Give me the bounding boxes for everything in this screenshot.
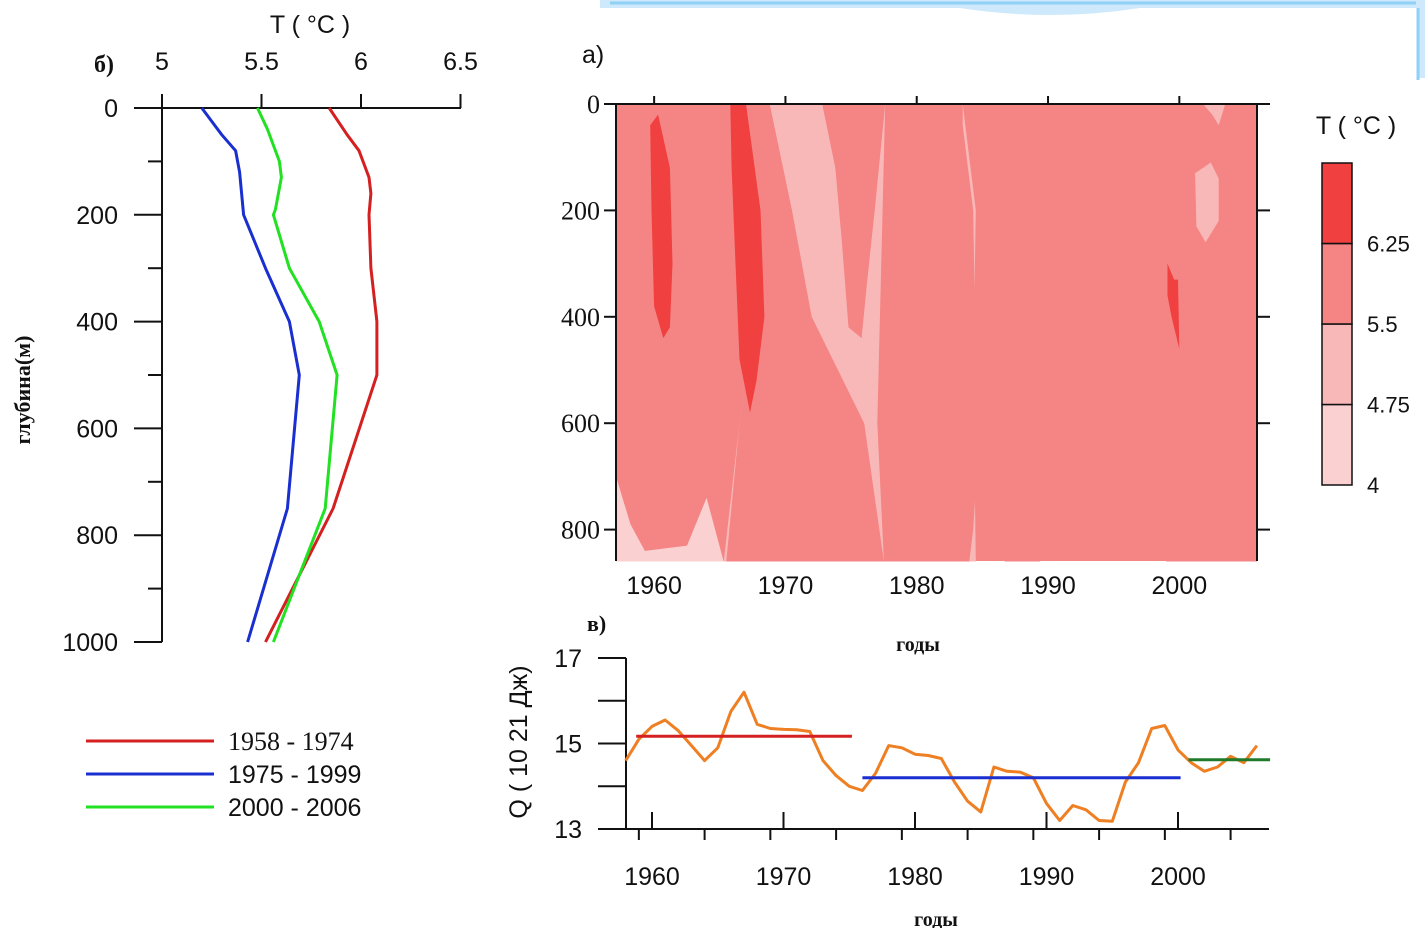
profile-y-title: глубина(м) bbox=[10, 336, 35, 445]
heatmap-y-tick-label: 400 bbox=[561, 303, 600, 332]
profile-series-line bbox=[256, 107, 339, 643]
heat-axes bbox=[625, 658, 1269, 830]
profile-x-tick-label: 6.5 bbox=[443, 48, 478, 76]
heat-series bbox=[624, 690, 1271, 823]
profile-series-line bbox=[264, 107, 379, 643]
heat-x-tick-label: 2000 bbox=[1150, 863, 1206, 891]
profile-series bbox=[200, 107, 379, 643]
heat-x-tick-label: 1990 bbox=[1019, 863, 1075, 891]
heat-content-chart: в) 1960 1970 1980 1990 2000 13 15 17 Q ( 10 21… bbox=[505, 611, 1271, 928]
heatmap-contours bbox=[616, 104, 1257, 562]
profile-x-title: T ( °C ) bbox=[270, 11, 350, 39]
colorbar: 4 4.75 5.5 6.25 bbox=[1321, 162, 1410, 498]
heatmap-contour-region bbox=[726, 104, 884, 562]
colorbar-swatch bbox=[1321, 403, 1353, 486]
heatmap-x-ticks: 1960 1970 1980 1990 2000 bbox=[626, 96, 1207, 600]
heatmap-y-ticks: 0 200 400 600 800 bbox=[561, 90, 1270, 545]
heatmap-contour-region bbox=[650, 114, 673, 339]
heatmap-y-tick-label: 600 bbox=[561, 409, 600, 438]
heatmap-x-tick-label: 2000 bbox=[1152, 572, 1208, 600]
heat-x-title: годы bbox=[914, 909, 958, 928]
heatmap-y-tick-label: 800 bbox=[561, 516, 600, 545]
colorbar-level-label: 4 bbox=[1367, 473, 1379, 498]
heat-x-tick-label: 1970 bbox=[756, 863, 812, 891]
heatmap-x-tick-label: 1990 bbox=[1020, 572, 1076, 600]
heat-x-ticks: 1960 1970 1980 1990 2000 bbox=[624, 812, 1232, 891]
profile-axes bbox=[134, 107, 461, 642]
heatmap-panel-label: а) bbox=[582, 41, 604, 69]
profile-x-ticks: 5 5.5 6 6.5 bbox=[155, 48, 478, 108]
heatmap-x-tick-label: 1980 bbox=[889, 572, 945, 600]
legend-label: 2000 - 2006 bbox=[228, 794, 361, 822]
heatmap-chart: а) 1960 1970 1980 1990 2000 0 200 400 600 800 го… bbox=[561, 41, 1410, 656]
colorbar-swatch bbox=[1321, 162, 1353, 245]
heatmap-contour-region bbox=[1139, 104, 1257, 562]
legend-label: 1958 - 1974 bbox=[228, 727, 354, 756]
profile-y-tick-label: 800 bbox=[76, 522, 118, 550]
heatmap-y-tick-label: 200 bbox=[561, 196, 600, 225]
profile-x-tick-label: 5 bbox=[155, 48, 169, 76]
heat-y-tick-label: 15 bbox=[554, 731, 582, 759]
colorbar-level-label: 5.5 bbox=[1367, 312, 1398, 337]
colorbar-swatch bbox=[1321, 242, 1353, 325]
heat-y-tick-label: 13 bbox=[554, 816, 582, 844]
profile-y-tick-label: 1000 bbox=[62, 629, 118, 657]
heat-x-tick-label: 1960 bbox=[624, 863, 680, 891]
heatmap-contour-region bbox=[616, 104, 753, 562]
heat-content-line bbox=[624, 690, 1259, 823]
profile-y-tick-label: 600 bbox=[76, 415, 118, 443]
legend-label: 1975 - 1999 bbox=[228, 761, 361, 789]
profile-chart: T ( °C ) б) 5 5.5 6 6.5 0 200 400 600 800 1000 г… bbox=[10, 11, 478, 822]
heat-y-tick-label: 17 bbox=[554, 645, 582, 673]
profile-panel-label: б) bbox=[94, 52, 114, 78]
heatmap-contour-region bbox=[877, 104, 980, 562]
heat-panel-label: в) bbox=[587, 611, 606, 636]
profile-series-line bbox=[200, 107, 301, 643]
heatmap-x-tick-label: 1970 bbox=[758, 572, 814, 600]
colorbar-level-label: 4.75 bbox=[1367, 393, 1410, 418]
heatmap-contour-region bbox=[1167, 263, 1180, 349]
heatmap-contour-region bbox=[995, 205, 1046, 562]
profile-legend: 1958 - 1974 1975 - 1999 2000 - 2006 bbox=[86, 727, 361, 822]
profile-y-tick-label: 200 bbox=[76, 202, 118, 230]
colorbar-swatch bbox=[1321, 323, 1353, 406]
heat-y-ticks: 13 15 17 bbox=[554, 645, 626, 844]
profile-y-tick-label: 0 bbox=[104, 95, 118, 123]
colorbar-title: T ( °C ) bbox=[1316, 112, 1396, 140]
heat-y-title: Q ( 10 21 Дж) bbox=[505, 665, 533, 818]
heatmap-y-tick-label: 0 bbox=[587, 90, 600, 119]
profile-y-ticks: 0 200 400 600 800 1000 bbox=[62, 95, 162, 657]
heatmap-x-title: годы bbox=[896, 634, 940, 656]
profile-x-tick-label: 5.5 bbox=[244, 48, 279, 76]
profile-y-tick-label: 400 bbox=[76, 309, 118, 337]
heatmap-x-tick-label: 1960 bbox=[626, 572, 682, 600]
heat-x-tick-label: 1980 bbox=[887, 863, 943, 891]
profile-x-tick-label: 6 bbox=[354, 48, 368, 76]
top-banner bbox=[600, 0, 1425, 80]
heatmap-contour-region bbox=[616, 476, 724, 562]
heatmap-contour-region bbox=[730, 104, 765, 413]
heatmap-contour-region bbox=[1195, 162, 1219, 243]
heatmap-axes bbox=[615, 103, 1268, 561]
colorbar-level-label: 6.25 bbox=[1367, 232, 1410, 257]
heatmap-contour-region bbox=[1203, 104, 1226, 126]
